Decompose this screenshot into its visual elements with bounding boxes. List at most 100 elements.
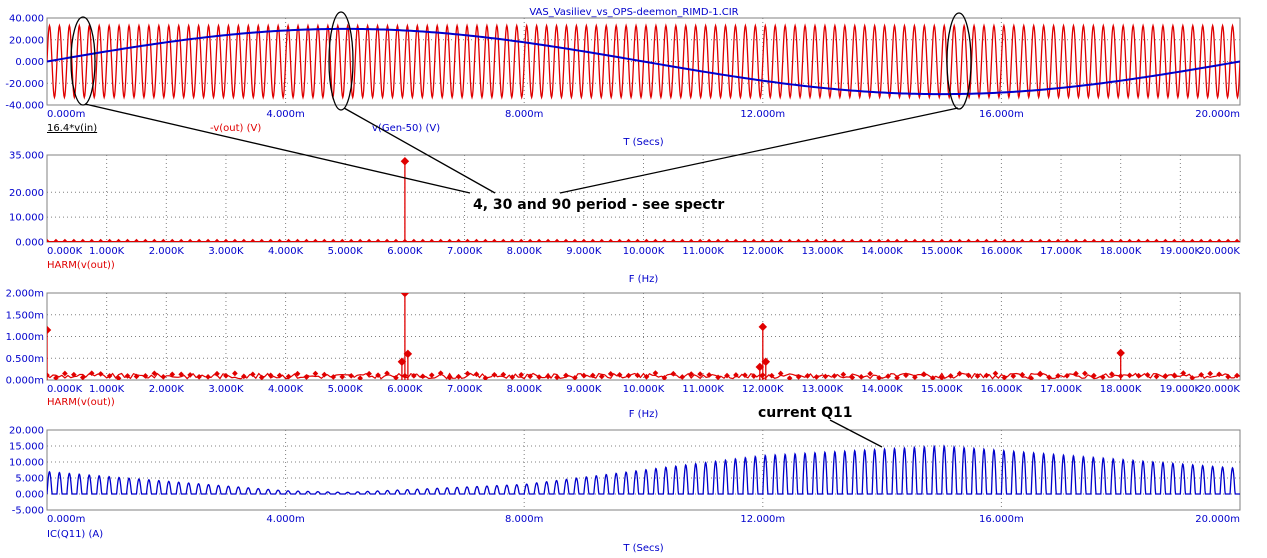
noise-marker [196, 238, 202, 242]
noise-marker [858, 373, 865, 380]
noise-marker [1234, 238, 1240, 242]
noise-marker [697, 238, 703, 242]
x-tick-label: 18.000K [1100, 384, 1142, 395]
noise-marker [536, 238, 542, 242]
leader-line [559, 107, 959, 194]
x-tick-label: 5.000K [328, 384, 364, 395]
x-tick-label: 0.000m [47, 109, 85, 120]
x-tick-label: 20.000m [1195, 109, 1240, 120]
noise-floor-line [47, 372, 1240, 380]
noise-marker [661, 375, 668, 380]
noise-marker [965, 238, 972, 242]
noise-marker [249, 371, 256, 378]
noise-marker [947, 238, 954, 242]
noise-marker [1126, 238, 1133, 242]
noise-marker [437, 370, 444, 376]
plot-area [47, 444, 1240, 495]
noise-marker [652, 238, 659, 242]
x-tick-label: 4.000K [268, 384, 304, 395]
noise-marker [258, 374, 265, 380]
noise-marker [419, 238, 426, 242]
noise-marker [339, 373, 346, 380]
noise-marker [411, 373, 417, 379]
noise-marker [1091, 372, 1097, 379]
x-axis-label: F (Hz) [629, 409, 659, 420]
noise-marker [1028, 375, 1035, 380]
y-tick-label: 1.000m [6, 332, 44, 343]
grid [47, 293, 1240, 380]
noise-marker [482, 375, 489, 380]
noise-marker [71, 371, 77, 378]
noise-marker [1162, 373, 1169, 379]
noise-marker [1073, 238, 1079, 242]
noise-marker [938, 238, 945, 242]
noise-marker [670, 370, 677, 377]
noise-marker [563, 238, 569, 242]
x-tick-label: 19.000K [1160, 246, 1202, 257]
noise-marker [1073, 370, 1079, 377]
noise-marker [115, 238, 122, 242]
x-tick-label: 4.000m [266, 109, 304, 120]
noise-marker [1082, 370, 1088, 377]
noise-marker [572, 238, 578, 242]
noise-marker [375, 238, 381, 242]
highlight-ellipse [946, 12, 972, 110]
x-tick-label: 18.000K [1100, 246, 1142, 257]
x-tick-label: 0.000m [47, 514, 85, 525]
x-tick-label: 16.000K [981, 384, 1023, 395]
noise-marker [563, 372, 569, 379]
noise-marker [97, 371, 104, 377]
noise-marker [724, 372, 730, 379]
noise-marker [742, 372, 748, 378]
noise-marker [885, 373, 891, 380]
noise-marker [804, 238, 811, 242]
x-tick-label: 6.000K [387, 384, 423, 395]
y-tick-label: 0.000 [15, 238, 44, 249]
noise-marker [733, 372, 739, 378]
noise-marker [813, 374, 820, 380]
noise-marker [509, 238, 516, 242]
noise-marker [581, 372, 587, 379]
noise-marker [133, 373, 140, 380]
noise-marker [929, 238, 936, 242]
noise-marker [768, 238, 775, 242]
noise-marker [545, 373, 551, 380]
x-tick-label: 7.000K [447, 384, 483, 395]
noise-marker [1117, 238, 1124, 242]
noise-marker [160, 238, 167, 242]
noise-marker [634, 238, 641, 242]
noise-marker [79, 374, 86, 380]
legend-entry: -v(out) (V) [210, 123, 261, 134]
noise-marker [1225, 373, 1231, 380]
noise-marker [1162, 238, 1169, 242]
noise-marker [929, 375, 936, 380]
noise-marker [804, 373, 811, 379]
noise-marker [956, 238, 963, 242]
noise-marker [572, 374, 578, 380]
plot-area [47, 23, 1240, 100]
noise-marker [795, 374, 802, 380]
y-tick-label: 5.000 [15, 474, 44, 485]
noise-marker [428, 372, 435, 378]
x-tick-label: 15.000K [921, 384, 963, 395]
noise-marker [142, 373, 149, 379]
noise-marker [921, 371, 927, 377]
noise-marker [411, 238, 417, 242]
y-tick-label: 1.500m [6, 310, 44, 321]
noise-marker [858, 238, 865, 242]
series-ic-q11-line [47, 444, 1240, 495]
noise-marker [715, 238, 721, 242]
legend-entry: HARM(v(out)) [47, 260, 115, 271]
noise-marker [294, 370, 301, 377]
highlight-ellipse [70, 16, 96, 106]
noise-marker [357, 375, 363, 380]
noise-marker [992, 238, 999, 242]
noise-marker [912, 374, 918, 380]
noise-marker [124, 373, 131, 379]
y-tick-label: 20.000 [9, 35, 44, 46]
noise-marker [1099, 238, 1106, 242]
noise-marker [258, 238, 265, 242]
noise-marker [1037, 370, 1044, 377]
noise-marker [903, 372, 909, 379]
